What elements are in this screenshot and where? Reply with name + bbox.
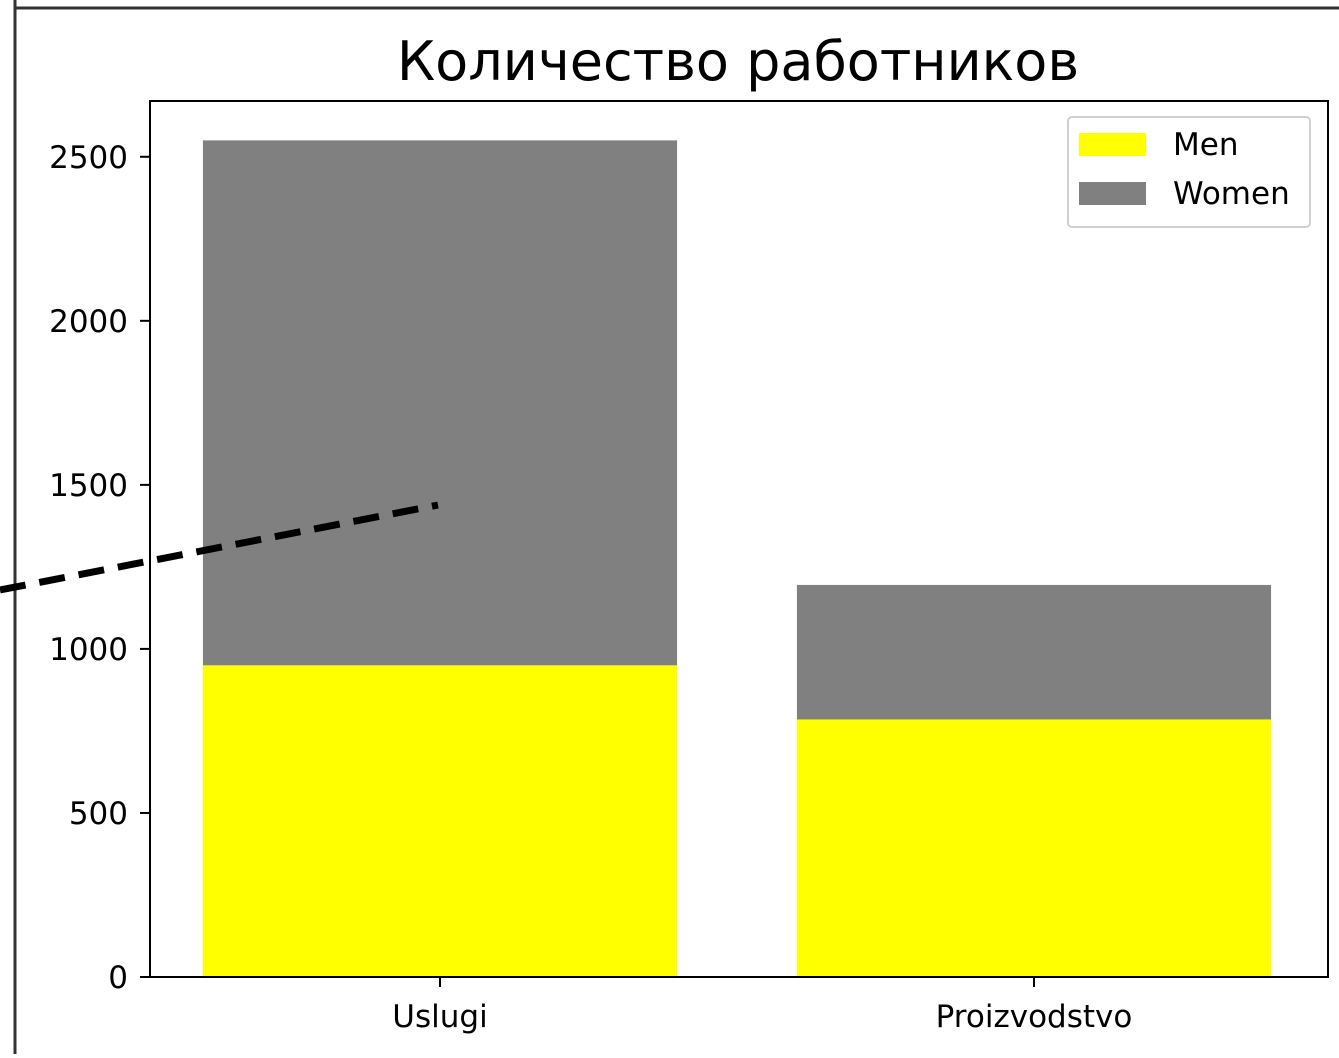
- legend-swatch-men: [1079, 133, 1146, 156]
- plot-frame: [149, 100, 1329, 978]
- legend-label-men: Men: [1173, 127, 1238, 163]
- legend-label-women: Women: [1173, 176, 1290, 212]
- chart-title: Количество работников: [397, 30, 1079, 93]
- bar-women-uslugi: [202, 140, 678, 666]
- x-tick-label: Uslugi: [392, 999, 487, 1035]
- y-tick-label: 2500: [49, 140, 128, 176]
- dashed-annotation-line: [0, 501, 439, 594]
- legend: Men Women: [1067, 116, 1311, 228]
- y-tick-label: 1500: [49, 468, 128, 504]
- bar-women-proizvodstvo: [796, 584, 1272, 720]
- bar-men-proizvodstvo: [796, 719, 1272, 977]
- y-tick-label: 2000: [49, 304, 128, 340]
- x-tick-label: Proizvodstvo: [936, 999, 1133, 1035]
- y-tick-label: 500: [69, 796, 128, 832]
- plot-area: [202, 140, 1272, 977]
- legend-swatch-women: [1079, 182, 1146, 205]
- axes: 0 500 1000 1500 2000 2500 Uslugi Proizvodstvo: [49, 100, 1329, 1035]
- y-tick-label: 0: [108, 960, 128, 996]
- bar-men-uslugi: [202, 665, 678, 977]
- y-tick-label: 1000: [49, 632, 128, 668]
